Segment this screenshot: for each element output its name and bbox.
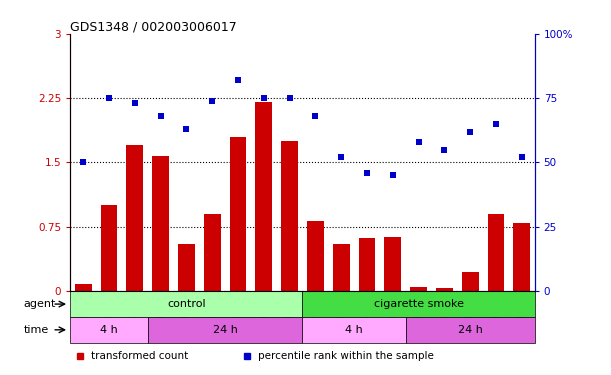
Bar xyxy=(75,284,92,291)
Text: time: time xyxy=(24,325,49,335)
Bar xyxy=(302,291,535,317)
Bar xyxy=(436,288,453,291)
Point xyxy=(491,121,501,127)
Text: transformed count: transformed count xyxy=(91,351,188,361)
Text: percentile rank within the sample: percentile rank within the sample xyxy=(258,351,434,361)
Point xyxy=(78,159,88,165)
Text: 24 h: 24 h xyxy=(213,325,238,335)
Text: agent: agent xyxy=(24,299,56,309)
Bar xyxy=(126,146,143,291)
Bar xyxy=(462,272,478,291)
Bar xyxy=(281,141,298,291)
Bar xyxy=(70,291,302,317)
Bar xyxy=(384,237,401,291)
Text: 4 h: 4 h xyxy=(345,325,363,335)
Point xyxy=(414,139,423,145)
Point xyxy=(233,77,243,83)
Point xyxy=(156,113,166,119)
Bar xyxy=(410,287,427,291)
Point xyxy=(465,129,475,135)
Point xyxy=(439,147,449,153)
Bar xyxy=(307,221,324,291)
Point xyxy=(388,172,398,178)
Bar xyxy=(333,244,349,291)
Point xyxy=(517,154,527,160)
Point xyxy=(130,100,140,106)
Bar xyxy=(204,214,221,291)
Bar xyxy=(488,214,504,291)
Bar xyxy=(152,156,169,291)
Point xyxy=(207,98,217,104)
Point xyxy=(181,126,191,132)
Bar xyxy=(513,222,530,291)
Text: 4 h: 4 h xyxy=(100,325,118,335)
Text: control: control xyxy=(167,299,206,309)
Point xyxy=(104,95,114,101)
Point xyxy=(285,95,295,101)
Bar xyxy=(70,317,148,343)
Bar xyxy=(230,137,246,291)
Bar xyxy=(178,244,195,291)
Bar xyxy=(359,238,375,291)
Bar xyxy=(406,317,535,343)
Text: cigarette smoke: cigarette smoke xyxy=(373,299,464,309)
Point xyxy=(310,113,320,119)
Text: GDS1348 / 002003006017: GDS1348 / 002003006017 xyxy=(70,21,237,34)
Bar xyxy=(101,206,117,291)
Point xyxy=(259,95,269,101)
Bar xyxy=(255,102,272,291)
Text: 24 h: 24 h xyxy=(458,325,483,335)
Point xyxy=(362,170,372,176)
Bar xyxy=(302,317,406,343)
Point xyxy=(336,154,346,160)
Bar xyxy=(148,317,302,343)
